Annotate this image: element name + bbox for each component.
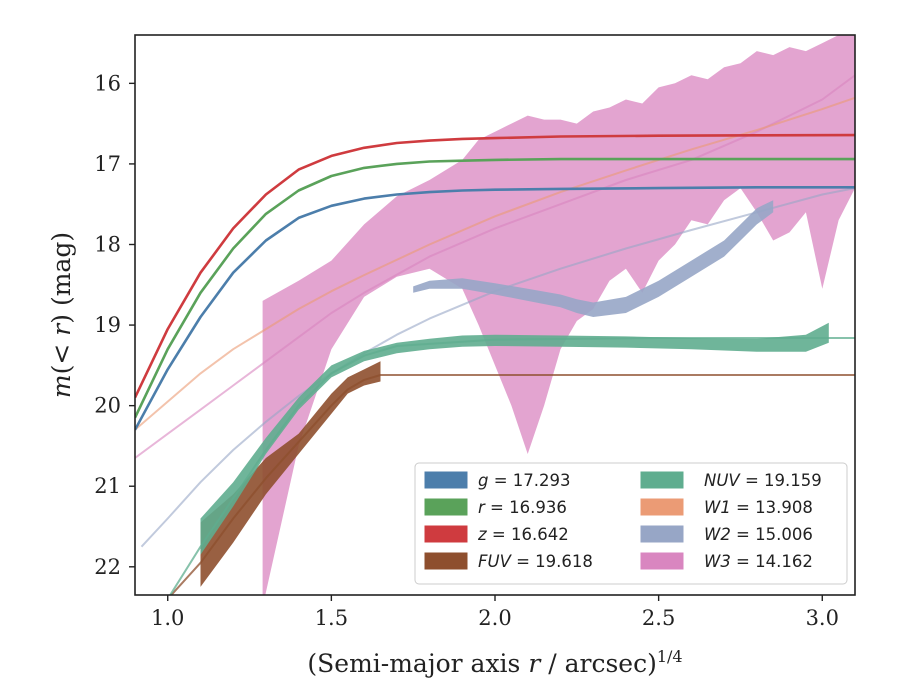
- line-nuv: [169, 337, 855, 595]
- legend-swatch-w1: [640, 498, 684, 516]
- legend-box: [414, 462, 848, 585]
- legend-label-w1: W1 = 13.908: [704, 498, 813, 517]
- x-tick-label: 2.0: [478, 606, 511, 630]
- legend: g = 17.293 r = 16.936 z = 16.642 FUV = 19.6…: [414, 462, 848, 585]
- line-g: [135, 186, 855, 431]
- line-w3: [135, 74, 855, 459]
- legend-swatch-w2: [640, 525, 684, 543]
- line-r: [135, 157, 855, 419]
- x-axis: 1.0 1.5 2.0 2.5 3.0: [151, 595, 839, 630]
- legend-label-g: g = 17.293: [478, 471, 571, 490]
- x-tick-label: 1.0: [151, 606, 184, 630]
- legend-label-w2: W2 = 15.006: [704, 525, 813, 544]
- legend-swatch-g: [424, 471, 468, 489]
- band-fuv: [200, 361, 381, 587]
- x-tick-label: 2.5: [642, 606, 675, 630]
- y-tick-label: 21: [94, 474, 121, 498]
- legend-label-r: r = 16.936: [478, 498, 567, 517]
- y-tick-label: 18: [94, 232, 121, 256]
- y-axis-label: m(< r) (mag): [47, 232, 76, 398]
- legend-label-fuv: FUV = 19.618: [478, 552, 593, 571]
- line-fuv: [169, 374, 855, 595]
- y-tick-label: 17: [94, 152, 121, 176]
- y-tick-label: 22: [94, 555, 121, 579]
- x-tick-label: 3.0: [806, 606, 839, 630]
- legend-label-nuv: NUV = 19.159: [704, 471, 822, 490]
- legend-swatch-r: [424, 498, 468, 516]
- band-nuv: [200, 322, 829, 555]
- legend-swatch-nuv: [640, 471, 684, 489]
- legend-label-z: z = 16.642: [477, 525, 569, 544]
- line-w2: [140, 187, 855, 548]
- y-tick-label: 16: [94, 71, 121, 95]
- y-tick-label: 19: [94, 313, 121, 337]
- y-axis: 16 17 18 19 20 21 22: [94, 71, 135, 579]
- legend-swatch-w3: [640, 552, 684, 570]
- band-w3: [262, 35, 855, 595]
- x-tick-label: 1.5: [315, 606, 348, 630]
- y-tick-label: 20: [94, 394, 121, 418]
- plot-area: [135, 35, 855, 595]
- legend-swatch-z: [424, 525, 468, 543]
- legend-swatch-fuv: [424, 552, 468, 570]
- line-z: [135, 133, 855, 399]
- legend-label-w3: W3 = 14.162: [704, 552, 813, 571]
- x-axis-label: (Semi-major axis r / arcsec)1/4: [307, 647, 682, 678]
- line-w1: [135, 96, 855, 431]
